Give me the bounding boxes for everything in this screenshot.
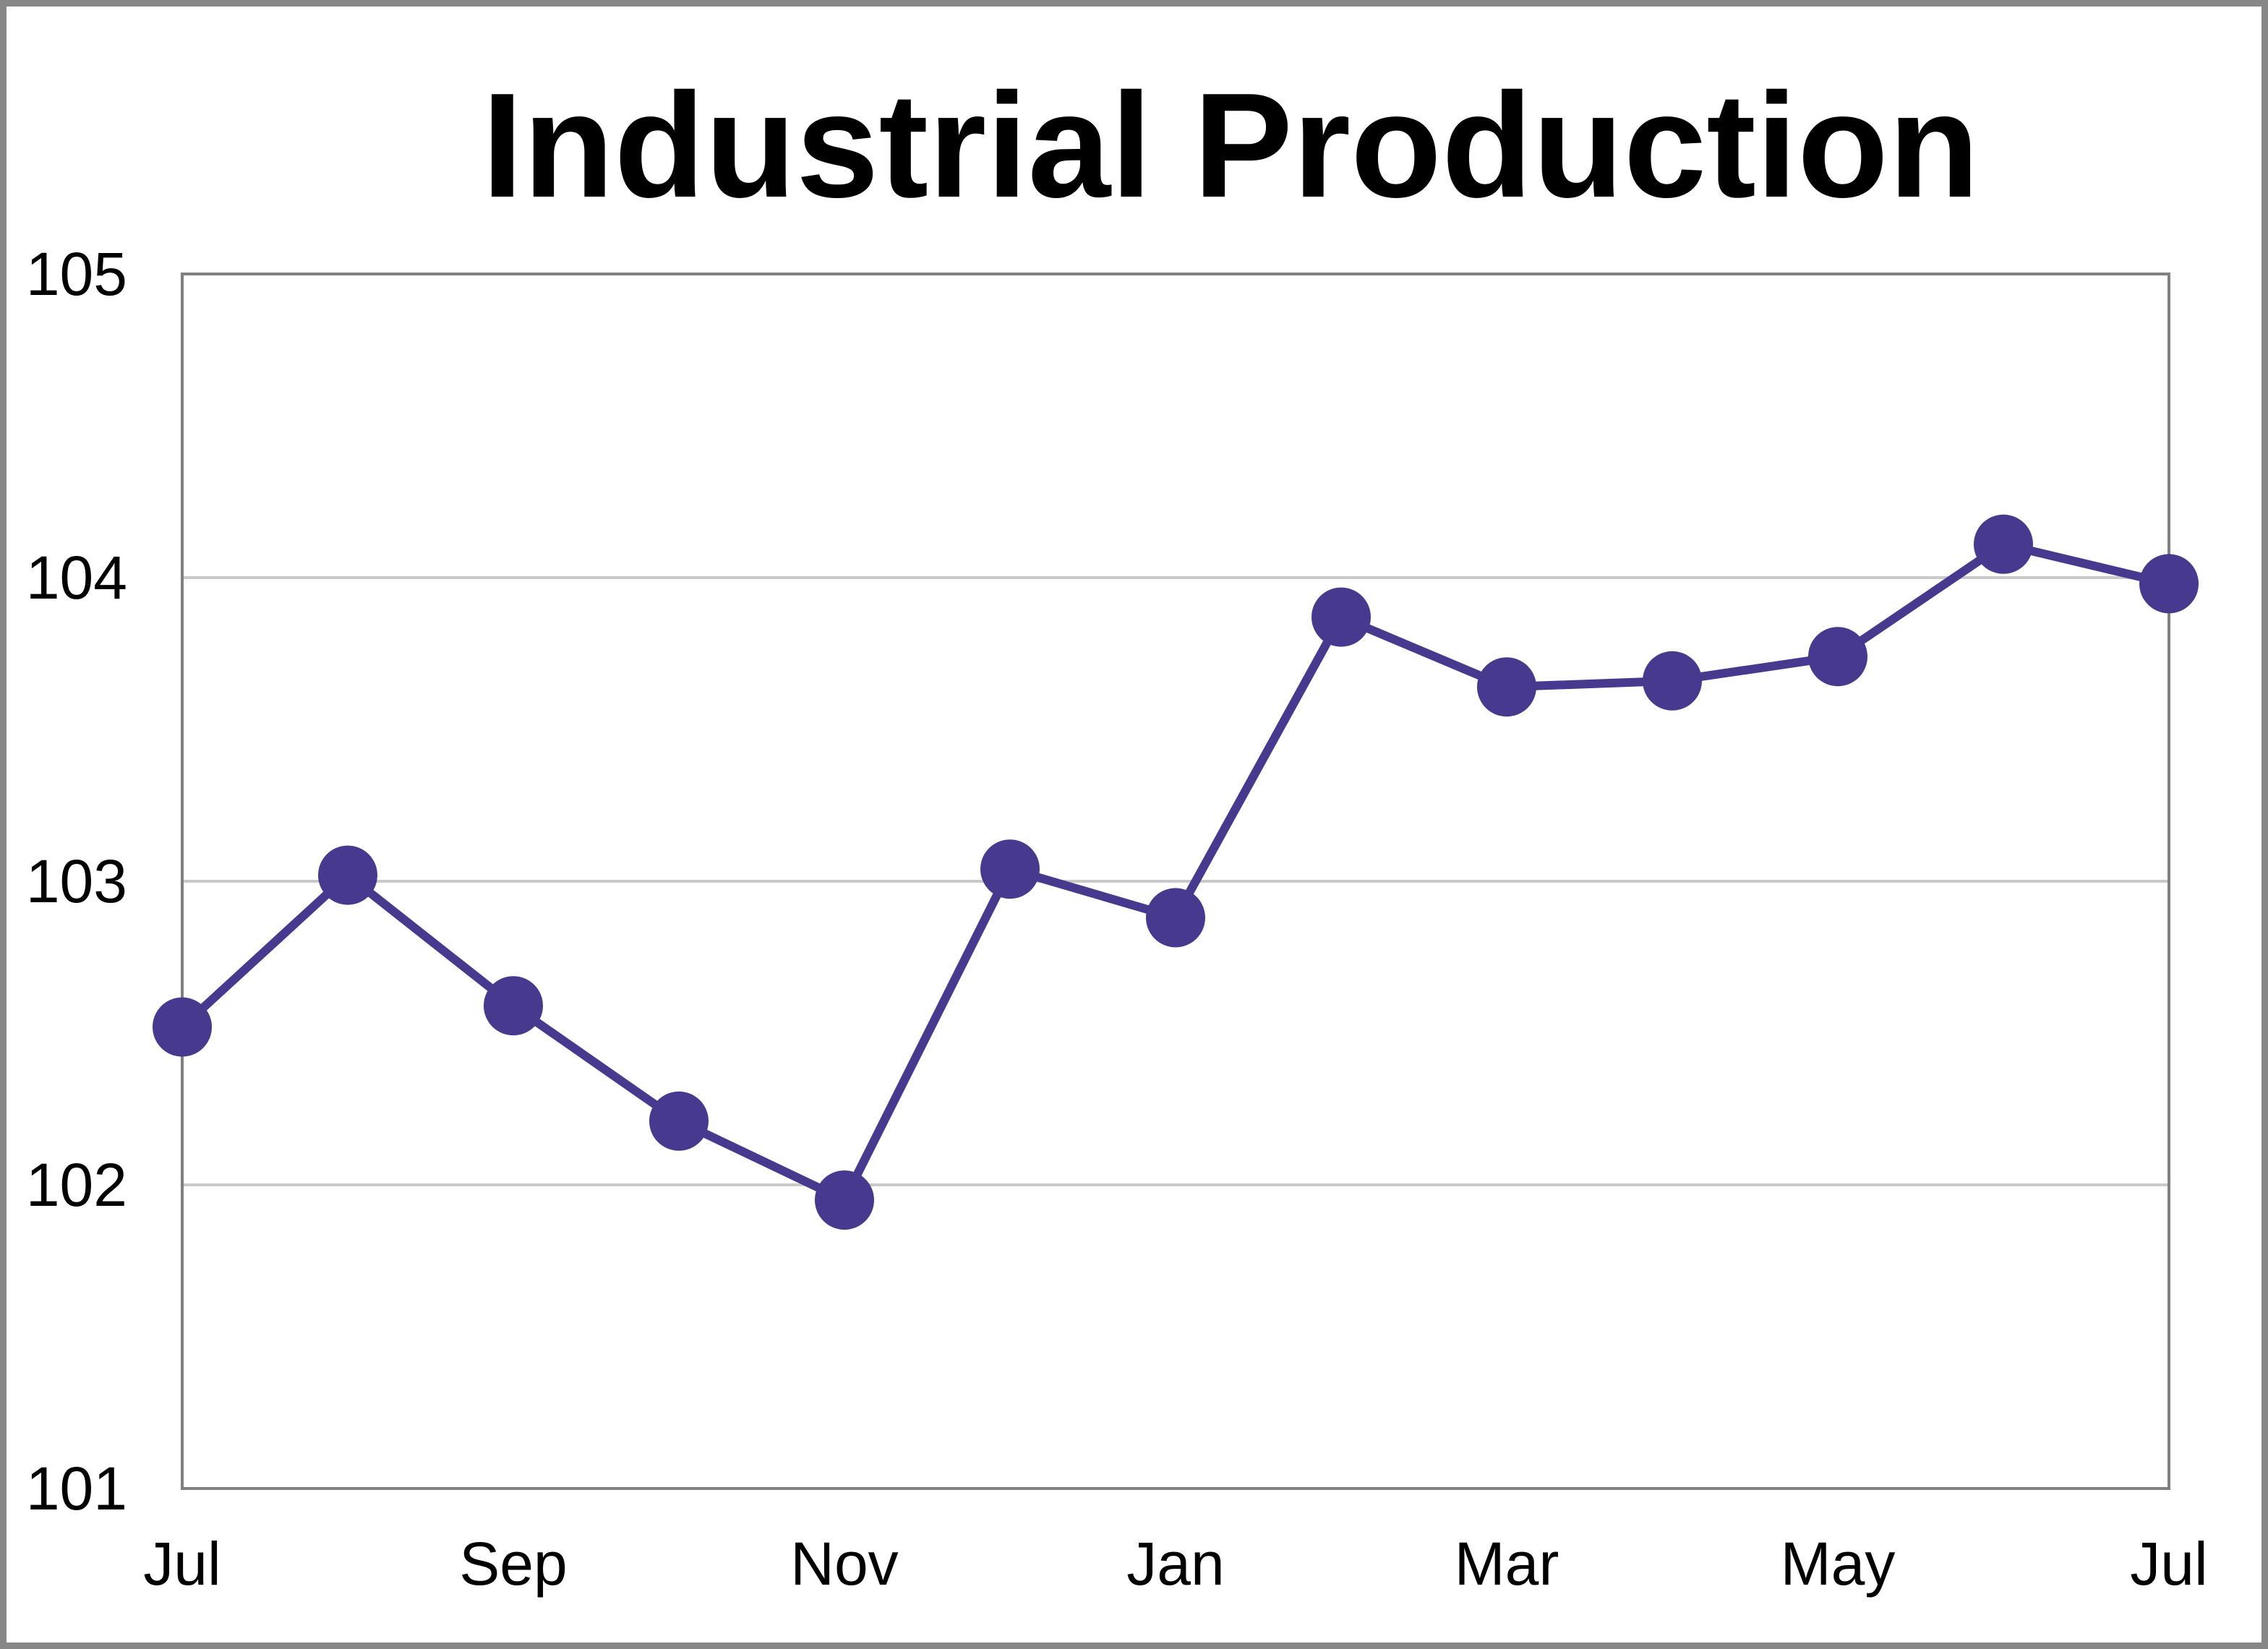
y-tick-label: 101 (26, 1455, 127, 1522)
y-tick-label: 104 (26, 544, 127, 612)
plot-border (181, 273, 2170, 1490)
x-tick-label: Nov (790, 1530, 898, 1598)
x-tick-label: Jul (2130, 1530, 2207, 1598)
data-point (815, 1170, 874, 1230)
x-tick-label: Mar (1455, 1530, 1559, 1598)
y-tick-label: 105 (26, 240, 127, 308)
x-tick-label: Sep (459, 1530, 567, 1598)
data-point (1311, 587, 1371, 647)
gridlines-group (182, 576, 2169, 1186)
y-tick-label: 103 (26, 847, 127, 915)
data-point (980, 839, 1040, 899)
data-point (318, 845, 377, 905)
data-point (153, 997, 212, 1057)
x-tick-label: May (1781, 1530, 1896, 1598)
data-point (1974, 514, 2033, 574)
data-point (1808, 627, 1867, 687)
data-point (1643, 651, 1702, 711)
chart-title: Industrial Production (482, 62, 1979, 228)
y-axis-labels: 101 102 103 104 105 (26, 240, 127, 1522)
plot-border-group (181, 273, 2170, 1490)
data-point (649, 1091, 709, 1151)
x-tick-label: Jul (143, 1530, 221, 1598)
data-point (1146, 888, 1205, 948)
x-axis-labels: Jul Sep Nov Jan Mar May Jul (143, 1530, 2207, 1598)
data-point (2139, 554, 2199, 614)
data-point (1477, 657, 1536, 717)
series-group (153, 514, 2199, 1230)
data-point (484, 976, 543, 1036)
y-tick-label: 102 (26, 1151, 127, 1219)
x-tick-label: Jan (1126, 1530, 1224, 1598)
